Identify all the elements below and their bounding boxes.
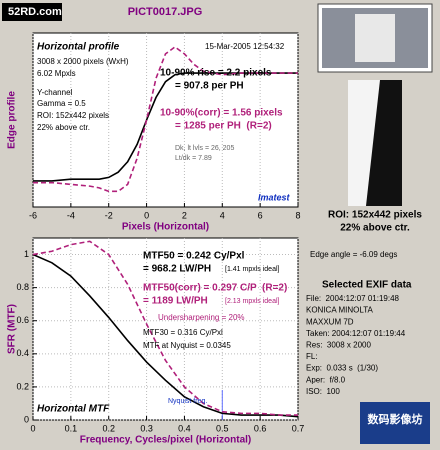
annotation: Undersharpening = 20% (158, 313, 245, 322)
edge-angle: Edge angle = -6.09 degs (310, 250, 397, 259)
annotation: Nyquist freq. (168, 398, 207, 405)
x-tick-label: 0.2 (102, 423, 115, 433)
x-tick-label: 0 (30, 423, 35, 433)
logo: 52RD.com (8, 6, 62, 18)
annotation: Horizontal MTF (37, 404, 110, 415)
annotation: Dk, lt lvls = 26, 205 (175, 145, 234, 152)
x-tick-label: 6 (258, 210, 263, 220)
y-tick-label: 0.4 (16, 348, 29, 358)
exif-title: Selected EXIF data (322, 280, 412, 291)
y-axis-label: SFR (MTF) (7, 304, 18, 354)
y-axis-label: Edge profile (7, 91, 18, 149)
watermark-box (360, 402, 430, 444)
exif-line: Res: 3008 x 2000 (306, 341, 371, 350)
y-tick-label: 0.8 (16, 282, 29, 292)
annotation: 6.02 Mpxls (37, 69, 76, 78)
annotation: Horizontal profile (37, 42, 120, 53)
x-tick-label: 0 (144, 210, 149, 220)
annotation: MTF50 = 0.242 Cy/Pxl (143, 251, 245, 262)
x-tick-label: -6 (29, 210, 37, 220)
exif-line: ISO: 100 (306, 387, 340, 396)
annotation: [2.13 mpxls ideal] (225, 298, 280, 305)
exif-line: FL: (306, 352, 318, 361)
x-tick-label: -2 (105, 210, 113, 220)
series-line (32, 253, 299, 418)
annotation: Y-channel (37, 88, 73, 97)
series-line (32, 240, 298, 416)
x-tick-label: 0.7 (292, 423, 305, 433)
logo-box (2, 3, 62, 21)
x-tick-label: 4 (220, 210, 225, 220)
plot-area (32, 237, 299, 421)
x-tick-label: 0.4 (178, 423, 191, 433)
exif-line: Aper: f/8.0 (306, 375, 346, 384)
x-tick-label: 0.1 (65, 423, 78, 433)
x-tick-label: 8 (295, 210, 300, 220)
y-tick-label: 0.6 (16, 315, 29, 325)
exif-line: Taken: 2004:12:07 01:19:44 (306, 329, 406, 338)
annotation: Imatest (258, 192, 291, 202)
x-tick-label: 0.5 (216, 423, 229, 433)
x-tick-label: 2 (182, 210, 187, 220)
y-tick-label: 1 (24, 249, 29, 259)
x-tick-label: -4 (67, 210, 75, 220)
annotation: 10-90%(corr) = 1.56 pixels (160, 108, 283, 119)
x-tick-label: 0.3 (140, 423, 153, 433)
exif-line: Exp: 0.033 s (1/30) (306, 364, 378, 373)
annotation: = 1285 per PH (R=2) (175, 121, 272, 132)
thumbnail-chart-center (355, 14, 395, 62)
annotation: MTF at Nyquist = 0.0345 (143, 341, 231, 350)
annotation: 10-90% rise = 2.2 pixels (160, 68, 272, 79)
x-axis-label: Pixels (Horizontal) (122, 222, 209, 233)
y-tick-label: 0.2 (16, 381, 29, 391)
annotation: 3008 x 2000 pixels (WxH) (37, 57, 129, 66)
roi-edge (366, 80, 402, 206)
exif-line: MAXXUM 7D (306, 317, 354, 326)
x-tick-label: 0.6 (254, 423, 267, 433)
y-tick-label: 0 (24, 414, 29, 424)
annotation: 22% above ctr. (37, 123, 90, 132)
annotation: Gamma = 0.5 (37, 99, 86, 108)
annotation: MTF30 = 0.316 Cy/Pxl (143, 328, 223, 337)
title: PICT0017.JPG (128, 6, 203, 18)
exif-line: File: 2004:12:07 01:19:48 (306, 294, 400, 303)
annotation: MTF50(corr) = 0.297 C/P (R=2) (143, 283, 287, 294)
series-line (33, 45, 298, 193)
x-axis-label: Frequency, Cycles/pixel (Horizontal) (80, 435, 252, 446)
annotation: ROI: 152x442 pixels (37, 111, 109, 120)
annotation: Lt/dk = 7.89 (175, 155, 212, 162)
annotation: 15-Mar-2005 12:54:32 (205, 42, 285, 51)
exif-line: KONICA MINOLTA (306, 306, 373, 315)
watermark: 数码影像坊 (368, 412, 423, 426)
roi-text: 22% above ctr. (340, 223, 410, 234)
annotation: = 1189 LW/PH (143, 296, 208, 307)
annotation: [1.41 mpxls ideal] (225, 266, 280, 273)
annotation: = 907.8 per PH (175, 81, 244, 92)
roi-text: ROI: 152x442 pixels (328, 210, 422, 221)
annotation: = 968.2 LW/PH (143, 264, 211, 275)
